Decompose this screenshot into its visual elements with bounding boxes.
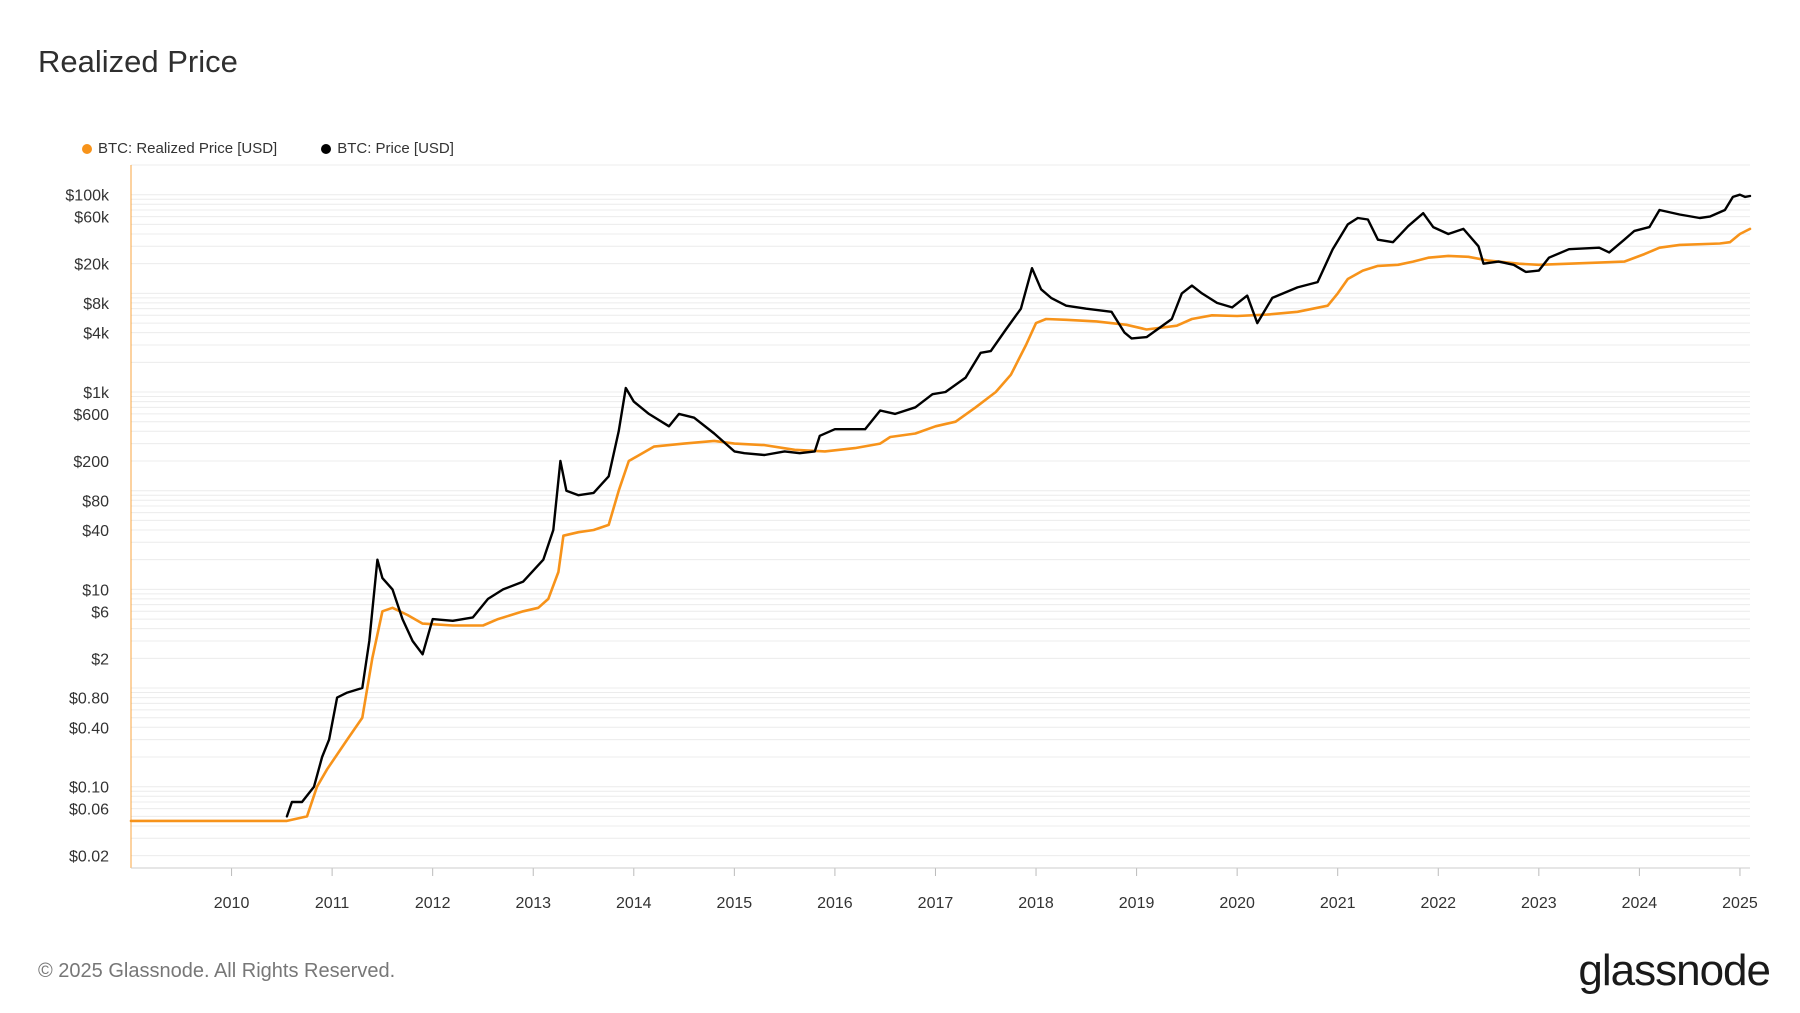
legend-label-price: BTC: Price [USD]	[337, 140, 454, 157]
x-tick-label: 2022	[1420, 895, 1456, 912]
y-tick-label: $0.02	[69, 849, 109, 866]
realized-price-line	[129, 227, 1752, 823]
legend-item-realized-price[interactable]: BTC: Realized Price [USD]	[82, 140, 277, 157]
x-tick-label: 2012	[415, 895, 451, 912]
legend: BTC: Realized Price [USD] BTC: Price [US…	[82, 140, 454, 157]
legend-dot-realized-price-icon	[82, 143, 92, 154]
x-tick-label: 2021	[1320, 895, 1356, 912]
y-tick-label: $40	[82, 523, 109, 540]
x-axis-ticks: 2010 2011 2012 2013 2014 2015 2016 2017 2018 2019…	[214, 868, 1758, 912]
y-tick-label: $4k	[83, 326, 110, 343]
x-tick-label: 2010	[214, 895, 250, 912]
y-tick-label: $60k	[74, 210, 110, 227]
glassnode-logo[interactable]: glassnode	[1578, 946, 1771, 995]
y-tick-label: $8k	[83, 296, 110, 313]
grid-lines	[131, 164, 1750, 857]
y-tick-label: $200	[73, 454, 109, 471]
x-tick-label: 2015	[717, 895, 753, 912]
x-tick-label: 2013	[515, 895, 551, 912]
x-tick-label: 2017	[918, 895, 954, 912]
y-tick-label: $80	[82, 493, 109, 510]
y-tick-label: $0.80	[69, 691, 109, 708]
x-tick-label: 2019	[1119, 895, 1155, 912]
x-tick-label: 2016	[817, 895, 853, 912]
x-tick-label: 2023	[1521, 895, 1557, 912]
x-tick-label: 2014	[616, 895, 652, 912]
y-tick-label: $0.40	[69, 720, 109, 737]
legend-item-price[interactable]: BTC: Price [USD]	[321, 140, 454, 157]
price-line	[285, 193, 1752, 818]
y-tick-label: $600	[73, 407, 109, 424]
x-tick-label: 2020	[1219, 895, 1255, 912]
y-tick-label: $0.06	[69, 802, 109, 819]
y-tick-label: $2	[91, 651, 109, 668]
axes	[130, 165, 1750, 869]
x-tick-label: 2025	[1722, 895, 1758, 912]
y-tick-label: $100k	[65, 188, 110, 205]
x-tick-label: 2018	[1018, 895, 1054, 912]
x-tick-label: 2011	[315, 895, 350, 912]
y-tick-label: $20k	[74, 257, 110, 274]
y-tick-label: $10	[82, 582, 109, 599]
y-axis-ticks: $100k $60k $20k $8k $4k $1k $600 $200 $80 $40 $10 $…	[65, 188, 110, 866]
copyright-footer: © 2025 Glassnode. All Rights Reserved.	[38, 960, 396, 982]
x-tick-label: 2024	[1622, 895, 1658, 912]
y-tick-label: $0.10	[69, 780, 109, 797]
legend-dot-price-icon	[321, 143, 332, 154]
y-tick-label: $1k	[83, 385, 110, 402]
legend-label-realized-price: BTC: Realized Price [USD]	[98, 140, 278, 157]
series-lines	[129, 193, 1752, 823]
y-tick-label: $6	[91, 604, 109, 621]
chart-title: Realized Price	[38, 44, 238, 79]
